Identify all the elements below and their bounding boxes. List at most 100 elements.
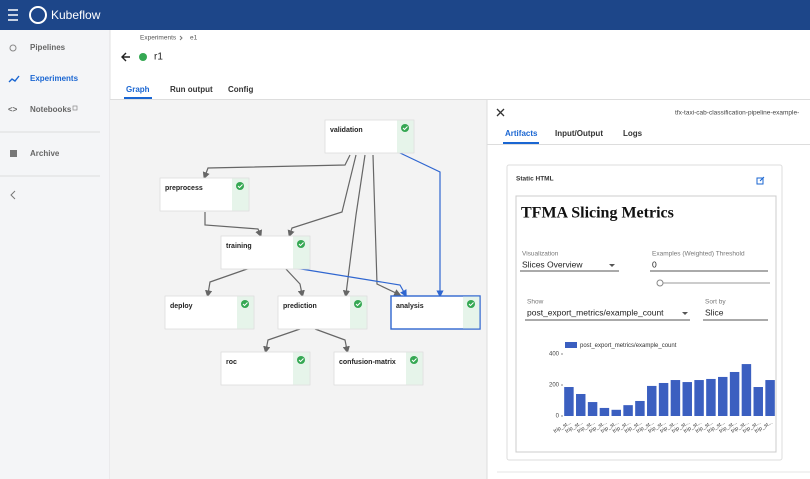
field-label: Examples (Weighted) Threshold [652,251,745,258]
nav-label[interactable]: Experiments [30,74,79,83]
node-status-icon [236,182,244,190]
bar [576,393,586,416]
pipeline-node[interactable]: deploy [164,295,255,330]
breadcrumb-separator [179,35,183,41]
breadcrumb-current: e1 [190,35,198,42]
dropdown-arrow [609,264,615,267]
nodes: validation preprocess training deploy predic… [159,119,481,386]
bar [753,387,763,416]
select-value[interactable]: Slices Overview [522,259,583,269]
slider-thumb[interactable] [656,279,664,287]
check [298,242,304,247]
sidebar [0,30,110,479]
check [242,302,248,307]
pipeline-node[interactable]: prediction [277,295,368,330]
bar [599,407,610,416]
input-value[interactable]: 0 [652,259,657,269]
bar-chart: 0 200 400 post_export_metrics/example_count… [549,342,775,435]
legend-swatch [565,342,577,348]
status-icon [139,53,147,61]
pipeline-node[interactable]: validation [324,119,415,154]
nav-label[interactable]: Pipelines [30,43,66,52]
y-tick-label: 200 [549,383,560,389]
check [468,302,474,307]
check [355,302,361,307]
y-tick-label: 0 [556,414,560,420]
node-label[interactable]: preprocess [165,185,203,192]
pipeline-node[interactable]: confusion-matrix [333,351,424,386]
field-label: Sort by [705,299,726,306]
tab[interactable]: Graph [126,85,150,94]
node-label[interactable]: prediction [283,303,317,310]
top-bar [0,0,810,30]
menu-icon[interactable] [8,9,18,21]
check [411,358,417,363]
check [298,358,304,363]
pipeline-node[interactable]: roc [220,351,311,386]
tab-indicator [124,97,152,99]
node-label[interactable]: analysis [396,303,424,310]
nav-label[interactable]: Notebooks [30,105,72,114]
collapse-button[interactable] [10,190,16,200]
pipeline-node[interactable]: preprocess [159,177,250,212]
graph-canvas [110,100,487,479]
bar [741,364,752,416]
node-status-icon [297,240,305,248]
bar [658,382,669,416]
bar [611,409,621,416]
logo [29,6,47,24]
field-label: Show [527,299,544,306]
bar [564,387,574,416]
card-title: Static HTML [516,176,554,183]
bar [682,382,692,416]
bar [729,371,740,416]
select-value[interactable]: post_export_metrics/example_count [527,307,664,317]
field-label: Visualization [522,251,559,258]
legend-label: post_export_metrics/example_count [580,343,677,349]
node-label[interactable]: validation [330,127,363,134]
app-title: Kubeflow [51,8,101,22]
node-label[interactable]: deploy [170,303,193,310]
panel-tab[interactable]: Input/Output [555,129,603,138]
bar [694,380,704,416]
node-label[interactable]: training [226,243,252,250]
bar [635,400,645,416]
nav-label[interactable]: Archive [30,149,60,158]
nav-experiments[interactable]: Experiments [8,74,79,83]
dropdown-arrow [682,312,688,315]
pipeline-node[interactable]: training [220,235,311,270]
edges [202,151,444,354]
node-status-icon [401,124,409,132]
node-status-icon [297,356,305,364]
bar [623,405,633,416]
node-status-icon [410,356,418,364]
run-name: r1 [154,52,163,63]
node-label[interactable]: roc [226,359,237,366]
close-button[interactable] [496,108,505,117]
bar [670,380,681,416]
bar [718,376,728,416]
panel-tab[interactable]: Artifacts [505,129,538,138]
panel-title: tfx-taxi-cab-classification-pipeline-exa… [675,110,799,117]
bar [587,402,598,416]
breadcrumb-link[interactable]: Experiments [140,35,177,42]
check [237,184,243,189]
nav-archive[interactable]: Archive [10,149,60,158]
check [402,126,408,131]
node-status-icon [467,300,475,308]
open-external[interactable] [756,176,765,185]
nav-notebooks[interactable]: <> Notebooks [8,105,78,114]
tab[interactable]: Config [228,85,253,94]
node-status-icon [354,300,362,308]
pipeline-node[interactable]: analysis [390,295,481,330]
bar [647,385,657,416]
back-button[interactable] [121,52,130,62]
heading: TFMA Slicing Metrics [521,205,674,222]
input-value[interactable]: Slice [705,307,724,317]
panel-tab[interactable]: Logs [623,129,643,138]
node-label[interactable]: confusion-matrix [339,359,396,366]
nav-pipelines[interactable]: Pipelines [9,43,66,52]
tab[interactable]: Run output [170,85,213,94]
bar [706,378,716,416]
